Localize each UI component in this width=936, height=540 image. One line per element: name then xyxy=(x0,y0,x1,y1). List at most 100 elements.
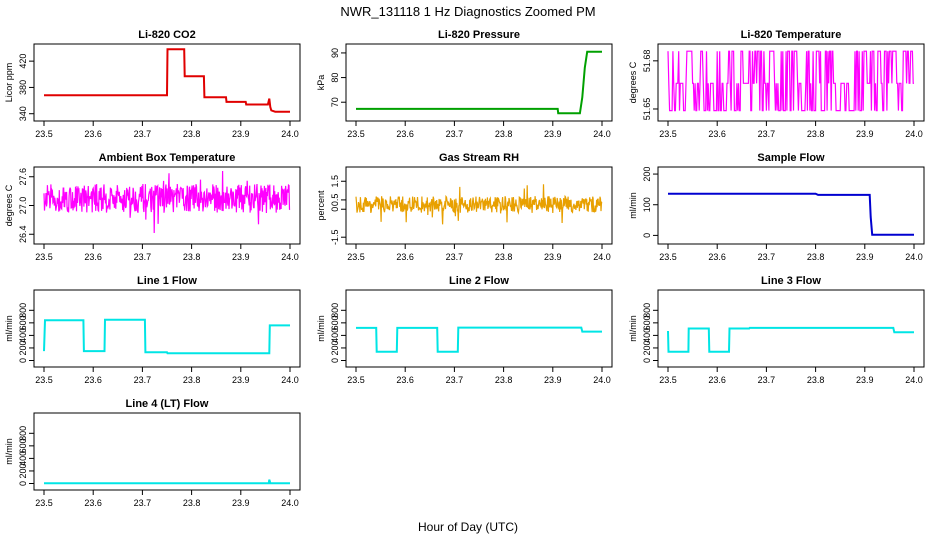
series-line xyxy=(667,50,914,112)
x-tick-label: 23.7 xyxy=(446,252,464,262)
x-tick-label: 23.9 xyxy=(856,252,874,262)
x-tick-label: 23.8 xyxy=(807,375,825,385)
x-tick-label: 23.5 xyxy=(659,129,677,139)
y-axis-label: ml/min xyxy=(628,192,638,219)
y-axis-label: ml/min xyxy=(628,315,638,342)
y-tick-label: 0 xyxy=(642,358,652,363)
y-tick-label: 400 xyxy=(18,328,28,343)
x-tick-label: 23.8 xyxy=(183,375,201,385)
panel-title: Ambient Box Temperature xyxy=(99,152,236,164)
x-tick-label: 23.9 xyxy=(232,498,250,508)
plot-frame xyxy=(657,43,925,122)
x-tick-label: 23.5 xyxy=(35,252,53,262)
y-axis-label: ml/min xyxy=(4,438,14,465)
x-tick-label: 23.8 xyxy=(495,129,513,139)
series-line xyxy=(356,326,602,353)
series-line xyxy=(44,48,290,113)
x-tick-label: 23.9 xyxy=(856,375,874,385)
y-tick-label: 0 xyxy=(18,481,28,486)
x-tick-label: 23.9 xyxy=(232,252,250,262)
y-tick-label: 380 xyxy=(18,80,28,95)
x-tick-label: 23.6 xyxy=(84,129,102,139)
y-tick-label: 200 xyxy=(330,340,340,355)
x-tick-label: 23.5 xyxy=(347,375,365,385)
x-tick-label: 24.0 xyxy=(281,129,299,139)
y-tick-label: 600 xyxy=(18,438,28,453)
panel-3: Ambient Box Temperature 23.5 23.6 23.7 23.8 2… xyxy=(4,152,301,262)
y-axis-label: degrees C xyxy=(4,184,14,226)
x-tick-label: 24.0 xyxy=(593,252,611,262)
figure-title: NWR_131118 1 Hz Diagnostics Zoomed PM xyxy=(340,4,595,19)
x-tick-label: 23.9 xyxy=(232,375,250,385)
series-line xyxy=(355,184,603,225)
y-tick-label: 0 xyxy=(330,207,340,212)
y-tick-label: 800 xyxy=(330,303,340,318)
panel-title: Line 2 Flow xyxy=(449,275,509,287)
series-line xyxy=(667,326,914,353)
x-tick-label: 24.0 xyxy=(593,129,611,139)
y-tick-label: 1.5 xyxy=(330,175,340,188)
series-line xyxy=(356,50,602,115)
y-tick-label: 420 xyxy=(18,54,28,69)
x-tick-label: 24.0 xyxy=(593,375,611,385)
x-tick-label: 23.8 xyxy=(495,375,513,385)
panels: Li-820 CO2 23.5 23.6 23.7 23.8 23.9 24.0 340 380… xyxy=(4,29,925,508)
y-tick-label: 600 xyxy=(642,315,652,330)
y-tick-label: 0 xyxy=(330,358,340,363)
panel-8: Line 3 Flow 23.5 23.6 23.7 23.8 23.9 24.0 0 2004… xyxy=(628,275,925,385)
y-axis-label: kPa xyxy=(316,75,326,91)
x-tick-label: 23.6 xyxy=(84,498,102,508)
x-tick-label: 24.0 xyxy=(281,252,299,262)
plot-frame xyxy=(657,166,925,245)
x-tick-label: 23.8 xyxy=(807,252,825,262)
plot-frame xyxy=(657,289,925,368)
y-tick-label: 200 xyxy=(642,340,652,355)
x-tick-label: 24.0 xyxy=(905,129,923,139)
y-tick-label: 27.0 xyxy=(18,197,28,215)
x-tick-label: 23.6 xyxy=(396,129,414,139)
x-tick-label: 23.7 xyxy=(758,129,776,139)
x-tick-label: 24.0 xyxy=(281,375,299,385)
panel-title: Line 3 Flow xyxy=(761,275,821,287)
y-axis-label: Licor ppm xyxy=(4,63,14,103)
x-tick-label: 23.9 xyxy=(544,375,562,385)
y-tick-label: 200 xyxy=(642,167,652,182)
x-tick-label: 23.6 xyxy=(84,252,102,262)
series-line xyxy=(668,192,914,236)
y-tick-label: 200 xyxy=(18,463,28,478)
panel-title: Sample Flow xyxy=(757,152,825,164)
y-tick-label: 600 xyxy=(330,315,340,330)
plot-frame xyxy=(33,43,301,122)
y-tick-label: 80 xyxy=(330,73,340,83)
plot-frame xyxy=(33,412,301,491)
y-tick-label: 800 xyxy=(642,303,652,318)
x-tick-label: 23.9 xyxy=(544,129,562,139)
plot-frame xyxy=(345,289,613,368)
panel-title: Li-820 Temperature xyxy=(741,29,842,41)
x-tick-label: 23.5 xyxy=(35,375,53,385)
x-tick-label: 23.6 xyxy=(396,252,414,262)
panel-5: Sample Flow 23.5 23.6 23.7 23.8 23.9 24.0 0 100 2… xyxy=(628,152,925,262)
y-tick-label: 400 xyxy=(642,328,652,343)
series-line xyxy=(43,170,291,234)
x-tick-label: 23.9 xyxy=(856,129,874,139)
x-tick-label: 23.9 xyxy=(544,252,562,262)
x-tick-label: 23.7 xyxy=(446,129,464,139)
plot-frame xyxy=(33,289,301,368)
y-tick-label: 51.68 xyxy=(642,50,652,73)
x-tick-label: 23.6 xyxy=(708,252,726,262)
x-tick-label: 23.5 xyxy=(35,498,53,508)
x-tick-label: 23.6 xyxy=(396,375,414,385)
x-tick-label: 23.5 xyxy=(659,252,677,262)
y-tick-label: 0.5 xyxy=(330,194,340,207)
x-tick-label: 23.5 xyxy=(347,252,365,262)
panel-6: Line 1 Flow 23.5 23.6 23.7 23.8 23.9 24.0 0 2004… xyxy=(4,275,301,385)
x-tick-label: 23.7 xyxy=(134,129,152,139)
x-tick-label: 23.5 xyxy=(659,375,677,385)
y-tick-label: 26.4 xyxy=(18,225,28,243)
x-tick-label: 24.0 xyxy=(905,375,923,385)
x-tick-label: 23.6 xyxy=(84,375,102,385)
panel-4: Gas Stream RH 23.5 23.6 23.7 23.8 23.9 24.0 -1.… xyxy=(316,152,613,262)
x-tick-label: 23.7 xyxy=(134,252,152,262)
x-tick-label: 23.6 xyxy=(708,129,726,139)
